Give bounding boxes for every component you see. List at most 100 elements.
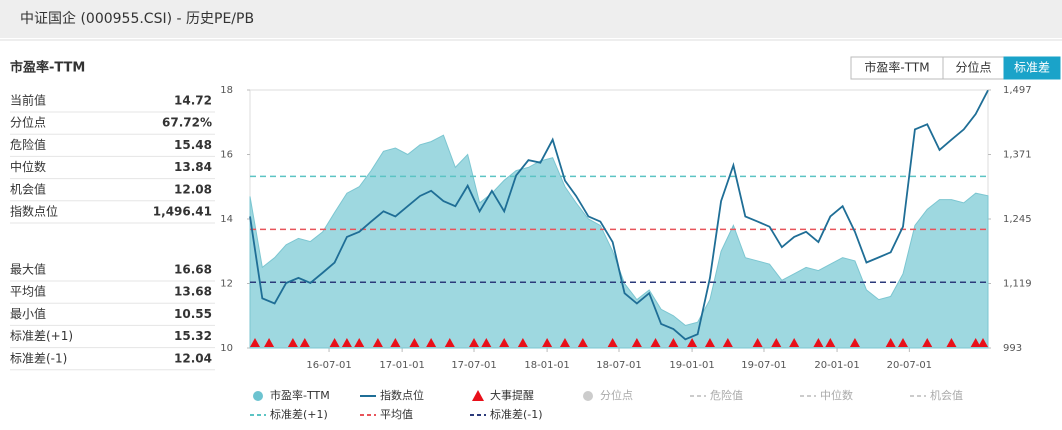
- y2-tick-label: 1,245: [1003, 214, 1032, 225]
- stat-label: 标准差(-1): [10, 351, 67, 365]
- y-tick-label: 14: [220, 214, 233, 225]
- event-marker[interactable]: [607, 338, 618, 347]
- legend-label[interactable]: 平均值: [380, 408, 413, 421]
- x-tick-label: 18-07-01: [596, 360, 641, 371]
- event-marker[interactable]: [687, 338, 698, 347]
- index-line: [249, 89, 989, 341]
- event-marker[interactable]: [825, 338, 836, 347]
- event-marker[interactable]: [299, 338, 310, 347]
- stat-value: 10.55: [174, 307, 212, 321]
- stat-value: 12.04: [174, 351, 212, 365]
- y2-tick-label: 1,119: [1003, 279, 1032, 290]
- stat-value: 1,496.41: [153, 205, 212, 219]
- event-marker[interactable]: [946, 338, 957, 347]
- stat-value: 13.68: [174, 285, 212, 299]
- stat-value: 15.48: [174, 138, 212, 152]
- tab-label[interactable]: 分位点: [955, 60, 991, 75]
- legend-swatch: [253, 391, 263, 401]
- y-tick-label: 18: [220, 85, 233, 96]
- event-marker[interactable]: [752, 338, 763, 347]
- legend-label[interactable]: 市盈率-TTM: [270, 388, 330, 402]
- event-marker[interactable]: [668, 338, 679, 347]
- event-marker[interactable]: [409, 338, 420, 347]
- legend-swatch: [472, 390, 484, 401]
- header-title: 中证国企 (000955.CSI) - 历史PE/PB: [20, 10, 254, 27]
- legend-swatch: [583, 391, 593, 401]
- event-marker[interactable]: [250, 338, 260, 347]
- event-marker[interactable]: [426, 338, 437, 347]
- event-marker[interactable]: [922, 338, 933, 347]
- event-marker[interactable]: [444, 338, 455, 347]
- event-marker[interactable]: [341, 338, 352, 347]
- y2-tick-label: 1,497: [1003, 85, 1032, 96]
- event-marker[interactable]: [885, 338, 896, 347]
- event-marker[interactable]: [469, 338, 480, 347]
- y-tick-label: 12: [220, 279, 233, 290]
- legend-label[interactable]: 分位点: [600, 388, 633, 402]
- x-tick-label: 16-07-01: [306, 360, 351, 371]
- event-marker[interactable]: [771, 338, 782, 347]
- event-marker[interactable]: [481, 338, 492, 347]
- tab-label[interactable]: 标准差: [1014, 61, 1050, 75]
- event-marker[interactable]: [354, 338, 365, 347]
- legend-label[interactable]: 标准差(-1): [490, 407, 543, 421]
- stat-label: 平均值: [10, 284, 46, 299]
- event-marker[interactable]: [559, 338, 570, 347]
- stat-value: 12.08: [174, 182, 212, 196]
- event-marker[interactable]: [849, 338, 860, 347]
- y-tick-label: 10: [220, 343, 233, 354]
- x-tick-label: 18-01-01: [524, 360, 569, 371]
- event-marker[interactable]: [577, 338, 588, 347]
- event-marker[interactable]: [978, 338, 988, 347]
- stat-label: 机会值: [10, 181, 46, 196]
- event-marker[interactable]: [650, 338, 661, 347]
- y2-tick-label: 1,371: [1003, 150, 1032, 161]
- stat-value: 67.72%: [162, 116, 212, 130]
- stat-label: 危险值: [10, 137, 46, 152]
- event-marker[interactable]: [970, 338, 981, 347]
- panel-title: 市盈率-TTM: [10, 60, 85, 76]
- x-tick-label: 20-01-01: [814, 360, 859, 371]
- legend-label[interactable]: 标准差(+1): [270, 407, 328, 421]
- header-bar: [0, 0, 1062, 38]
- stat-label: 中位数: [10, 159, 46, 174]
- stat-label: 指数点位: [10, 204, 58, 219]
- event-marker[interactable]: [517, 338, 528, 347]
- stat-label: 最大值: [10, 262, 46, 277]
- stat-label: 分位点: [10, 115, 46, 130]
- stat-value: 14.72: [174, 94, 212, 108]
- stat-label: 标准差(+1): [10, 329, 73, 343]
- event-marker[interactable]: [631, 338, 642, 347]
- stat-value: 13.84: [174, 160, 212, 174]
- legend-label[interactable]: 危险值: [710, 388, 743, 402]
- x-tick-label: 19-07-01: [741, 360, 786, 371]
- event-marker[interactable]: [813, 338, 824, 347]
- event-marker[interactable]: [287, 338, 298, 347]
- x-tick-label: 17-01-01: [379, 360, 424, 371]
- y-tick-label: 16: [220, 150, 233, 161]
- legend-label[interactable]: 指数点位: [380, 388, 424, 402]
- event-marker[interactable]: [789, 338, 800, 347]
- legend-label[interactable]: 大事提醒: [490, 388, 534, 402]
- event-marker[interactable]: [704, 338, 715, 347]
- stat-value: 15.32: [174, 329, 212, 343]
- event-marker[interactable]: [499, 338, 510, 347]
- event-marker[interactable]: [329, 338, 340, 347]
- tab-label[interactable]: 市盈率-TTM: [864, 60, 929, 75]
- event-marker[interactable]: [390, 338, 401, 347]
- x-tick-label: 17-07-01: [451, 360, 496, 371]
- event-marker[interactable]: [372, 338, 383, 347]
- event-marker[interactable]: [542, 338, 553, 347]
- stat-value: 16.68: [174, 263, 212, 277]
- event-marker[interactable]: [722, 338, 733, 347]
- stat-label: 当前值: [10, 93, 46, 108]
- event-marker[interactable]: [897, 338, 908, 347]
- x-tick-label: 19-01-01: [669, 360, 714, 371]
- pe-area: [249, 134, 989, 349]
- tab[interactable]: [1003, 56, 1061, 80]
- legend-label[interactable]: 中位数: [820, 388, 853, 402]
- event-marker[interactable]: [264, 338, 275, 347]
- legend-label[interactable]: 机会值: [930, 388, 963, 402]
- stat-label: 最小值: [10, 306, 46, 321]
